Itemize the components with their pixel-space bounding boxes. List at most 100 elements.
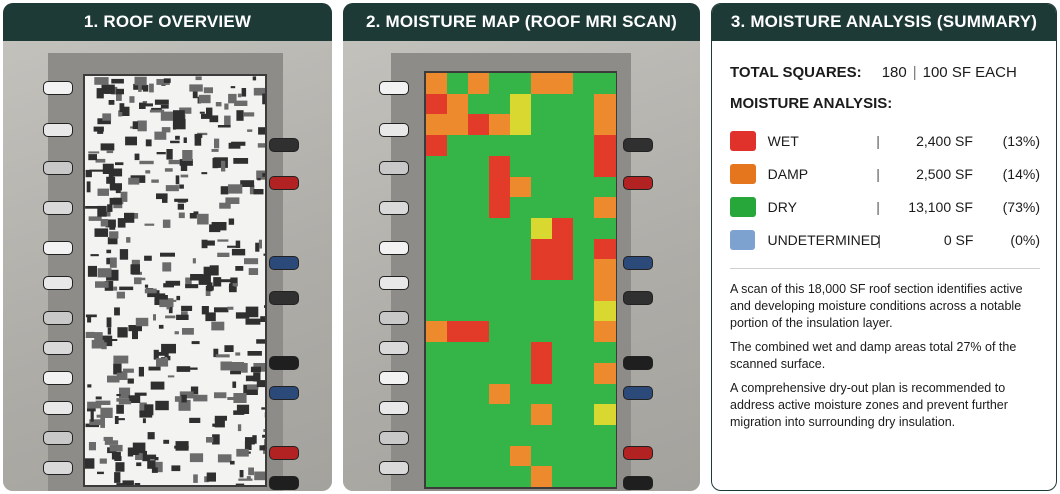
roof-patch — [199, 111, 205, 114]
car — [43, 201, 73, 215]
moisture-cell — [573, 217, 595, 240]
roof-overview-panel: 1. ROOF OVERVIEW — [3, 3, 332, 491]
moisture-cell — [426, 176, 448, 198]
moisture-cell — [573, 362, 595, 384]
car — [623, 291, 653, 305]
moisture-cell — [468, 321, 490, 343]
car — [379, 241, 409, 255]
moisture-cell — [594, 259, 616, 281]
roof-patch — [189, 84, 203, 92]
moisture-cell — [552, 342, 574, 364]
roof-patch — [193, 474, 198, 483]
car — [623, 138, 653, 152]
roof-patch — [212, 434, 220, 445]
roof-patch — [109, 197, 122, 205]
roof-patch — [206, 437, 214, 443]
roof-patch — [94, 332, 103, 343]
moisture-cell — [468, 424, 490, 447]
roof-patch — [174, 331, 179, 335]
roof-patch — [247, 129, 253, 132]
roof-patch — [230, 460, 235, 465]
roof-patch — [252, 435, 257, 444]
moisture-cell — [447, 135, 469, 157]
roof-patch — [109, 444, 123, 452]
moisture-cell — [489, 466, 511, 488]
roof-patch — [108, 100, 115, 105]
roof-patch — [97, 205, 107, 217]
moisture-cell — [573, 383, 595, 405]
moisture-cell — [552, 155, 574, 177]
roof-patch — [201, 306, 209, 315]
roof-patch — [119, 387, 131, 398]
roof-patch — [181, 305, 193, 311]
roof-patch — [127, 378, 134, 384]
moisture-cell — [468, 466, 490, 488]
roof-patch — [254, 471, 265, 481]
roof-patch — [100, 143, 115, 151]
roof-patch — [183, 137, 187, 143]
moisture-cell — [531, 362, 553, 384]
roof-patch — [175, 441, 189, 451]
moisture-cell — [426, 362, 448, 384]
moisture-map-title: 2. MOISTURE MAP (ROOF MRI SCAN) — [343, 3, 700, 41]
moisture-cell — [594, 238, 616, 260]
roof-patch — [117, 327, 128, 338]
roof-patch — [170, 140, 180, 144]
car — [43, 311, 73, 325]
roof-patch — [232, 283, 237, 287]
roof-patch — [125, 136, 137, 146]
roof-patch — [243, 384, 258, 395]
moisture-cell — [468, 197, 490, 219]
moisture-cell — [426, 321, 448, 343]
moisture-cell — [447, 155, 469, 177]
roof-patch — [119, 286, 134, 291]
roof-patch — [114, 416, 119, 424]
roof-patch — [227, 306, 234, 310]
roof-patch — [161, 343, 176, 354]
moisture-cell — [531, 259, 553, 281]
car — [269, 356, 299, 370]
roof-patch — [154, 99, 169, 105]
roof-patch — [239, 470, 244, 478]
moisture-cell — [447, 217, 469, 240]
moisture-cell — [510, 362, 532, 384]
roof-patch — [113, 286, 118, 291]
roof-patch — [109, 231, 119, 239]
summary-paragraph: The combined wet and damp areas total 27… — [730, 340, 1017, 371]
moisture-cell — [426, 93, 448, 115]
roof-patch — [95, 281, 109, 288]
roof-patch — [214, 415, 227, 421]
moisture-cell — [552, 238, 574, 260]
moisture-cell — [489, 404, 511, 426]
roof-patch — [85, 423, 99, 428]
roof-patch — [193, 211, 199, 215]
roof-patch — [140, 103, 153, 107]
roof-patch — [94, 77, 109, 85]
moisture-cell — [489, 280, 511, 302]
roof-patch — [233, 393, 247, 403]
roof-patch — [85, 169, 92, 178]
roof-patch — [88, 151, 100, 154]
moisture-cell — [552, 135, 574, 157]
roof-patch — [149, 83, 154, 93]
roof-patch — [206, 107, 213, 117]
moisture-cell — [489, 445, 511, 467]
roof-patch — [126, 237, 131, 243]
car — [379, 431, 409, 445]
roof-patch — [227, 397, 240, 400]
roof-patch — [116, 418, 125, 421]
roof-patch — [190, 386, 199, 395]
moisture-cell — [552, 424, 574, 447]
roof-patch — [256, 380, 265, 388]
roof-patch — [220, 186, 229, 195]
moisture-cell — [489, 217, 511, 240]
moisture-cell — [573, 114, 595, 136]
roof-patch — [134, 76, 147, 86]
moisture-cell — [552, 217, 574, 240]
car — [43, 241, 73, 255]
roof-patch — [237, 93, 242, 98]
roof-overview-title: 1. ROOF OVERVIEW — [3, 3, 332, 41]
moisture-cell — [594, 362, 616, 384]
moisture-cell — [510, 342, 532, 364]
moisture-cell — [552, 93, 574, 115]
